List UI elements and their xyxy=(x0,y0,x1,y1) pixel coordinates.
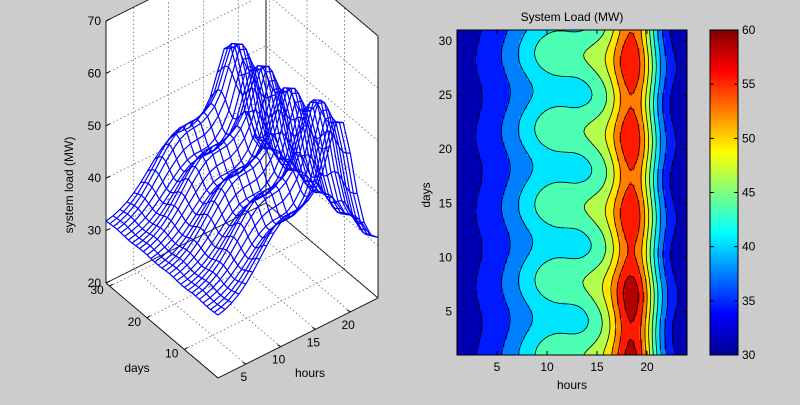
surface-ytick-label: 20 xyxy=(128,315,142,329)
surface-xtick-label: 15 xyxy=(307,335,321,349)
surface-ytick-label: 10 xyxy=(165,347,179,361)
surface-ytick-label: 30 xyxy=(90,283,104,297)
contour-fill xyxy=(457,30,688,356)
surface-ylabel: days xyxy=(124,361,149,375)
surface-ztick-label: 30 xyxy=(88,224,102,238)
surface-zlabel: system load (MW) xyxy=(62,137,76,234)
surface-xlabel: hours xyxy=(295,366,325,380)
surface-xtick-label: 20 xyxy=(341,318,355,332)
surface-xtick-label: 5 xyxy=(240,370,247,384)
surface-xtick-label: 10 xyxy=(272,353,286,367)
surface-ztick-label: 40 xyxy=(88,171,102,185)
surface-ztick-label: 70 xyxy=(88,14,102,28)
surface-ztick-label: 60 xyxy=(88,66,102,80)
surface-ztick-label: 50 xyxy=(88,119,102,133)
